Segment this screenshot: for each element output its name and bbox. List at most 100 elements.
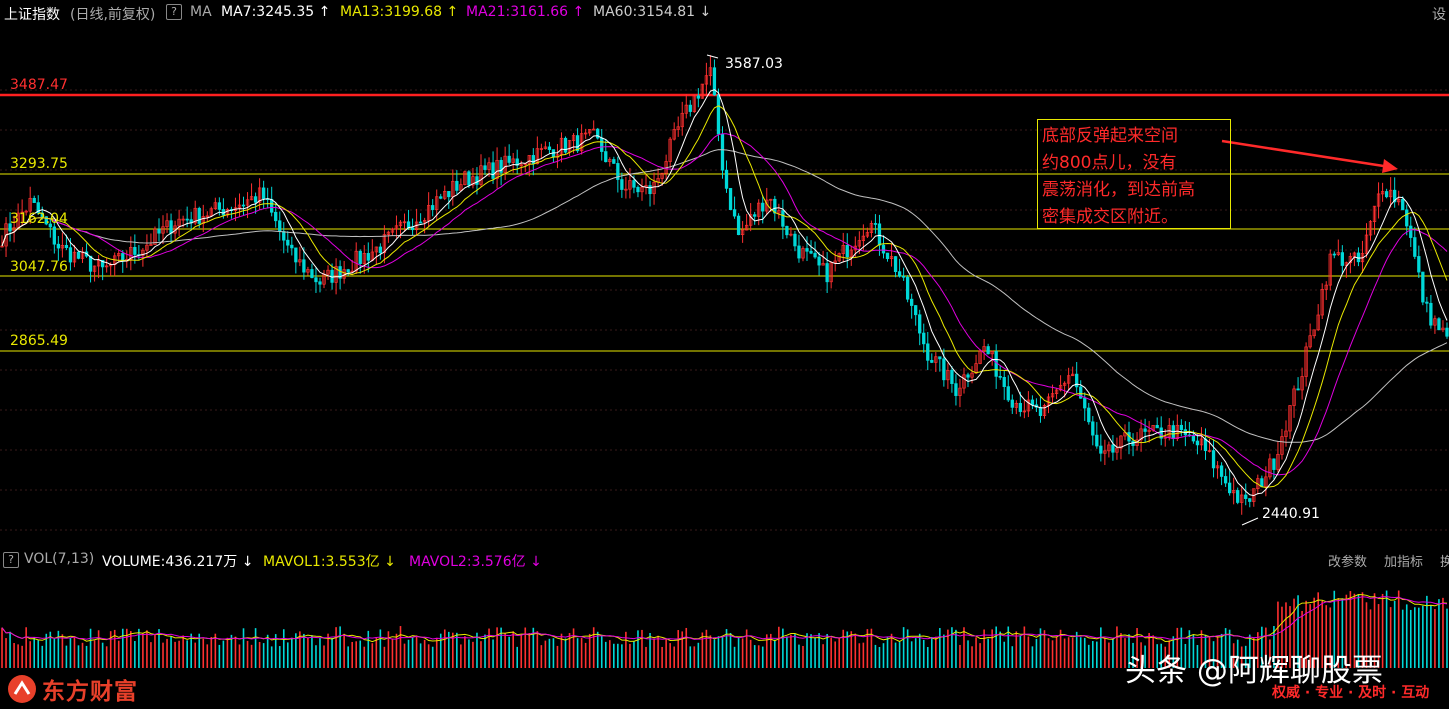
candle-body — [1071, 373, 1075, 377]
candle-body — [274, 211, 278, 222]
candle-body — [1227, 482, 1232, 494]
candle-body — [1409, 225, 1413, 238]
candle-body — [680, 112, 684, 128]
candle-body — [1079, 386, 1083, 399]
candle-body — [1030, 399, 1035, 406]
candle-body — [620, 179, 624, 190]
more-button[interactable]: 换 — [1440, 555, 1449, 570]
candle-body — [1280, 436, 1284, 455]
candle-body — [245, 199, 250, 206]
volume-chart[interactable] — [0, 572, 1449, 672]
candle-body — [1026, 399, 1031, 412]
index-name[interactable]: 上证指数 — [4, 7, 60, 23]
candle-body — [1038, 406, 1043, 416]
candle-body — [877, 223, 882, 246]
chart-mode[interactable]: (日线,前复权) — [70, 7, 156, 23]
candle-body — [1002, 376, 1006, 388]
candle-body — [1058, 384, 1063, 391]
candle-body — [1421, 271, 1425, 303]
candle-body — [1388, 189, 1393, 198]
candle-body — [1296, 388, 1300, 391]
candle-body — [922, 332, 926, 345]
candle-body — [990, 351, 994, 355]
logo-text: 东方财富 — [42, 679, 138, 705]
candle-body — [825, 263, 829, 283]
candle-body — [149, 244, 153, 246]
candle-body — [306, 269, 310, 273]
candle-body — [757, 202, 761, 217]
price-chart[interactable] — [0, 24, 1449, 546]
candle-body — [56, 243, 61, 249]
candle-body — [749, 214, 753, 226]
candle-body — [431, 205, 435, 210]
candle-body — [547, 146, 552, 150]
candle-body — [865, 232, 870, 237]
candle-body — [761, 202, 765, 212]
candle-body — [885, 252, 890, 260]
candle-body — [998, 376, 1002, 378]
candle-body — [0, 245, 4, 248]
candle-body — [402, 221, 407, 224]
candle-body — [28, 197, 32, 212]
annotation-line: 约800点儿，没有 — [1042, 153, 1177, 173]
candle-body — [1405, 209, 1409, 227]
candle-body — [475, 176, 479, 185]
candle-body — [1010, 399, 1014, 408]
candle-body — [427, 205, 431, 221]
candle-body — [1083, 397, 1087, 409]
candle-body — [805, 248, 809, 252]
candle-body — [1203, 438, 1208, 452]
candle-body — [628, 180, 632, 190]
candle-body — [575, 135, 580, 152]
candle-body — [1292, 388, 1296, 406]
arrow-up-icon: ↑ — [442, 4, 459, 20]
candle-body — [326, 269, 330, 275]
candle-body — [1425, 301, 1429, 304]
candle-body — [732, 209, 737, 217]
params-button[interactable]: 改参数 — [1328, 555, 1368, 570]
candle-body — [704, 75, 709, 85]
candle-body — [1219, 465, 1224, 477]
settings-button[interactable]: 设 — [1432, 7, 1446, 23]
help-icon[interactable]: ? — [166, 4, 182, 20]
vol-label[interactable]: VOL(7,13) — [24, 551, 95, 567]
candle-body — [1022, 410, 1027, 413]
arrow-up-icon: ↑ — [314, 4, 331, 20]
candle-body — [390, 228, 395, 233]
candle-body — [1199, 438, 1204, 446]
candle-body — [443, 191, 447, 199]
candle-body — [535, 148, 539, 165]
candle-body — [1284, 430, 1288, 437]
candle-body — [1376, 193, 1381, 207]
candle-body — [954, 383, 958, 396]
candle-body — [817, 256, 821, 266]
candle-body — [982, 346, 986, 351]
candle-body — [728, 188, 733, 210]
candle-body — [1232, 490, 1236, 494]
candle-body — [793, 233, 797, 247]
candle-body — [624, 188, 628, 191]
candle-body — [318, 281, 322, 285]
candle-body — [612, 159, 616, 164]
add-indicator-button[interactable]: 加指标 — [1384, 555, 1424, 570]
ma21-line — [1, 133, 1448, 476]
candle-body — [543, 146, 548, 149]
candle-body — [1014, 402, 1018, 408]
candle-body — [499, 159, 503, 173]
annotation-line: 震荡消化，到达前高 — [1042, 180, 1195, 200]
candle-body — [869, 223, 874, 233]
candle-body — [736, 215, 741, 236]
candle-body — [942, 358, 946, 381]
volume-help-icon[interactable]: ? — [3, 552, 19, 568]
candle-body — [354, 250, 358, 272]
candle-body — [76, 251, 81, 259]
candle-body — [1272, 458, 1276, 470]
ma-label[interactable]: MA — [190, 4, 212, 20]
candle-body — [1147, 429, 1151, 432]
arrow-down-icon: ↓ — [237, 554, 254, 570]
candle-body — [410, 227, 415, 231]
candle-body — [1312, 329, 1316, 337]
candle-body — [1429, 302, 1433, 326]
candle-body — [1215, 465, 1220, 469]
candle-body — [744, 224, 749, 231]
